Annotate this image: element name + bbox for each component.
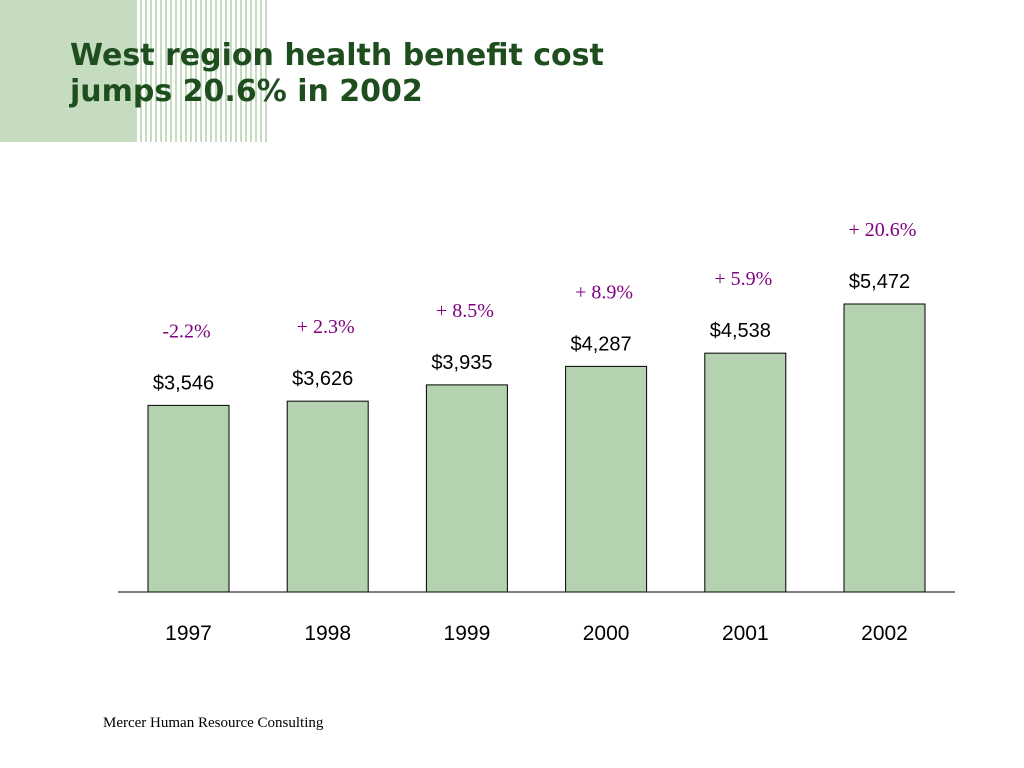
bar-value-label: $5,472 xyxy=(849,271,910,293)
bar-value-label: $4,538 xyxy=(710,320,771,342)
x-tick-label: 1998 xyxy=(304,622,351,645)
bar-value-label: $3,935 xyxy=(431,352,492,374)
bar-value-label: $4,287 xyxy=(571,333,632,355)
slide-title: West region health benefit cost jumps 20… xyxy=(70,38,604,110)
bar xyxy=(425,384,508,593)
bar xyxy=(286,400,369,593)
percent-change-label: + 2.3% xyxy=(297,316,355,338)
percent-change-label: + 20.6% xyxy=(849,219,917,241)
x-tick-label: 1997 xyxy=(165,622,212,645)
x-tick-label: 2001 xyxy=(722,622,769,645)
bar xyxy=(147,404,230,593)
x-tick-label: 1999 xyxy=(444,622,491,645)
slide-title-line-2: jumps 20.6% in 2002 xyxy=(70,74,423,109)
slide-title-line-1: West region health benefit cost xyxy=(70,38,604,73)
x-tick-label: 2002 xyxy=(861,622,908,645)
bar-value-label: $3,626 xyxy=(292,368,353,390)
x-tick-label: 2000 xyxy=(583,622,630,645)
bar xyxy=(565,365,648,593)
decorative-green-block xyxy=(0,0,135,142)
bar xyxy=(843,303,926,593)
bar xyxy=(704,352,787,593)
percent-change-label: -2.2% xyxy=(162,320,210,342)
footer-source: Mercer Human Resource Consulting xyxy=(103,715,324,731)
decorative-green-stripes xyxy=(135,0,270,142)
percent-change-label: + 5.9% xyxy=(714,268,772,290)
percent-change-label: + 8.5% xyxy=(436,300,494,322)
bar-value-label: $3,546 xyxy=(153,372,214,394)
percent-change-label: + 8.9% xyxy=(575,281,633,303)
